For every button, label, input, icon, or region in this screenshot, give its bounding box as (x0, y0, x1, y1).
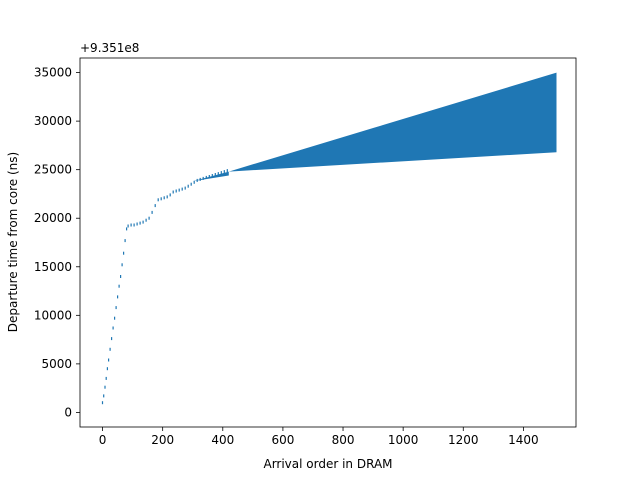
data-point (211, 174, 213, 177)
data-point (115, 306, 117, 310)
data-point (196, 178, 198, 182)
x-tick-label: 800 (332, 433, 355, 447)
data-point (126, 227, 128, 231)
data-point (214, 173, 216, 176)
data-point (178, 188, 180, 192)
data-point (187, 184, 189, 188)
data-point (208, 175, 210, 178)
x-tick-label: 200 (151, 433, 174, 447)
data-point (111, 337, 113, 341)
x-tick-label: 1400 (508, 433, 539, 447)
data-point (124, 239, 126, 243)
y-tick-label: 30000 (34, 114, 72, 128)
data-point (123, 251, 125, 255)
data-point (220, 171, 222, 175)
y-tick-label: 0 (64, 405, 72, 419)
data-point (184, 186, 186, 190)
data-point (112, 326, 114, 330)
data-point (226, 169, 228, 173)
y-tick-label: 5000 (41, 357, 72, 371)
x-tick-label: 1000 (388, 433, 419, 447)
data-point (157, 198, 159, 202)
y-tick-label: 20000 (34, 211, 72, 225)
data-point (103, 394, 105, 398)
data-point (166, 195, 168, 199)
data-point (175, 189, 177, 193)
data-point (190, 182, 192, 186)
x-tick-label: 0 (99, 433, 107, 447)
y-offset-label: +9.351e8 (80, 41, 139, 55)
x-axis-label: Arrival order in DRAM (263, 457, 392, 471)
data-point (121, 263, 123, 267)
data-point (160, 197, 162, 201)
y-tick-label: 35000 (34, 66, 72, 80)
data-point (127, 224, 129, 228)
data-point (118, 284, 120, 288)
data-point (154, 204, 156, 208)
data-point (205, 175, 207, 179)
data-point (136, 222, 138, 226)
data-point (217, 172, 219, 176)
x-tick-label: 1200 (448, 433, 479, 447)
data-point (133, 223, 135, 227)
data-point (169, 193, 171, 197)
y-axis: 0 5000 10000 15000 20000 25000 30000 35000 (34, 66, 80, 419)
data-point (181, 187, 183, 191)
plot-area (101, 72, 557, 405)
data-point (202, 176, 204, 180)
axes-frame (79, 57, 577, 428)
data-band (192, 72, 557, 182)
data-point (101, 401, 104, 405)
data-point (142, 220, 144, 224)
data-point (172, 190, 174, 194)
data-point (223, 170, 225, 174)
data-point (148, 216, 150, 220)
data-point (114, 316, 116, 320)
y-tick-label: 10000 (34, 308, 72, 322)
data-point (105, 376, 107, 380)
data-point (104, 385, 106, 389)
data-point (199, 177, 201, 181)
data-point (139, 221, 141, 225)
data-point (120, 275, 122, 278)
data-point (117, 295, 119, 299)
x-tick-label: 400 (211, 433, 234, 447)
data-point (151, 210, 153, 214)
y-axis-label: Departure time from core (ns) (6, 152, 20, 332)
y-tick-label: 15000 (34, 260, 72, 274)
data-point (106, 367, 108, 371)
data-point (109, 347, 111, 351)
x-axis: 0 200 400 600 800 1000 1200 1400 (99, 427, 539, 447)
data-point (145, 218, 147, 222)
data-point (108, 358, 110, 362)
data-point (130, 223, 132, 227)
y-tick-label: 25000 (34, 163, 72, 177)
data-point (163, 196, 165, 200)
data-point (193, 180, 195, 184)
x-tick-label: 600 (271, 433, 294, 447)
